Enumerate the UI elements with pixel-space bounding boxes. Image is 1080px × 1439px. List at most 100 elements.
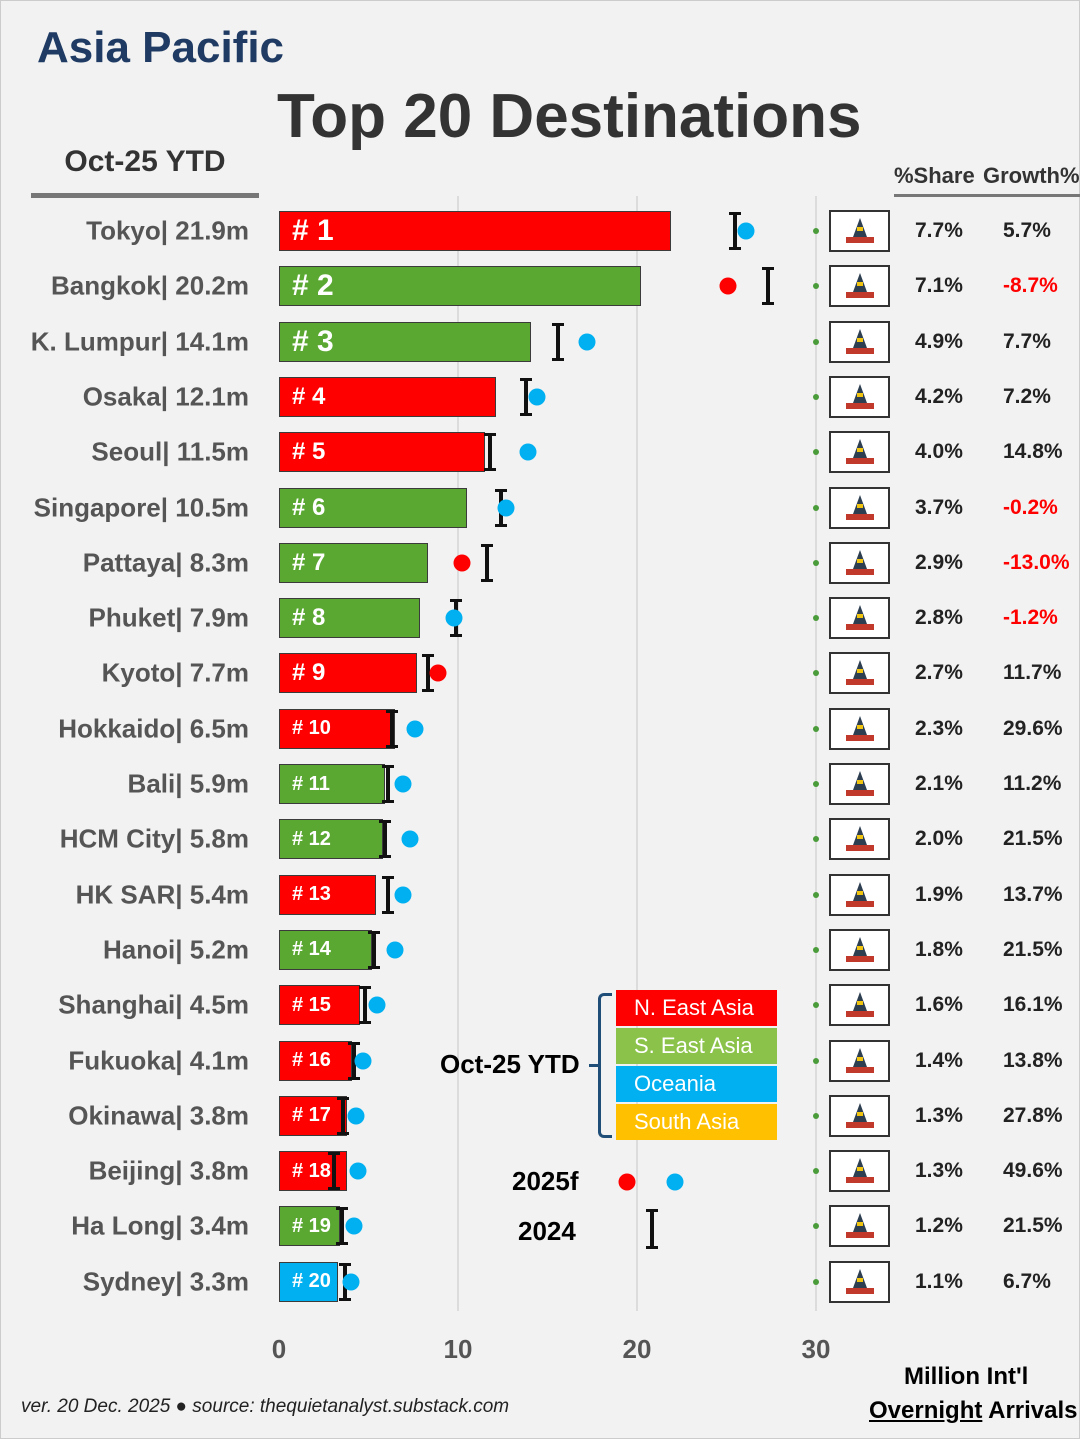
dot-2025f: [406, 720, 424, 738]
marker-2024: [378, 820, 391, 859]
bar: # 18: [279, 1151, 348, 1192]
ha-long-bay-icon: [829, 1205, 890, 1248]
temple-icon: [829, 928, 890, 971]
destination-label: Beijing| 3.8m: [88, 1155, 249, 1186]
bar: # 19: [279, 1206, 340, 1247]
bar: # 1: [279, 211, 671, 251]
legend-brace: [598, 993, 612, 1138]
legend-item-n-east-asia: N. East Asia: [616, 990, 777, 1026]
units-label-line1: Million Int'l: [904, 1363, 1029, 1390]
share-value: 7.1%: [915, 274, 963, 298]
pearl-tower-icon: [829, 984, 890, 1027]
share-value: 1.3%: [915, 1103, 963, 1127]
bar: # 2: [279, 266, 641, 307]
geisha-icon: [829, 652, 890, 695]
destination-label: Hokkaido| 6.5m: [58, 713, 249, 744]
bar: # 13: [279, 874, 376, 915]
marker-2024: [382, 875, 395, 914]
units-underlined: Overnight: [869, 1397, 983, 1424]
row-dot: [813, 781, 819, 787]
shisa-icon: [829, 1094, 890, 1137]
growth-value: 7.2%: [1003, 384, 1051, 408]
osaka-castle-icon: [829, 375, 890, 418]
x-tick-label: 30: [801, 1334, 831, 1364]
big-buddha-icon: [829, 597, 890, 640]
growth-value: 14.8%: [1003, 440, 1063, 464]
share-value: 2.7%: [915, 661, 963, 685]
destination-label: Hanoi| 5.2m: [103, 934, 249, 965]
share-value: 2.3%: [915, 716, 963, 740]
destination-label: Bali| 5.9m: [127, 768, 249, 799]
legend-item-south-asia: South Asia: [616, 1104, 777, 1140]
share-value: 4.9%: [915, 329, 963, 353]
bar: # 16: [279, 1040, 353, 1081]
share-value: 2.8%: [915, 606, 963, 630]
marker-2024: [328, 1152, 341, 1191]
dot-2025f: [528, 388, 546, 406]
dot-2025f: [429, 664, 447, 682]
gridline: [815, 196, 817, 1311]
row-dot: [813, 615, 819, 622]
x-tick-label: 20: [622, 1334, 652, 1364]
destination-label: Pattaya| 8.3m: [82, 547, 249, 578]
dot-2025f: [578, 333, 596, 351]
header-divider: [894, 194, 1080, 197]
marker-2024: [337, 1096, 350, 1135]
bar: # 8: [279, 598, 421, 639]
share-value: 1.2%: [915, 1214, 963, 1238]
legend-brace-tick: [589, 1064, 599, 1067]
growth-value: 29.6%: [1003, 716, 1063, 740]
row-dot: [813, 836, 819, 843]
growth-value: 27.8%: [1003, 1103, 1063, 1127]
x-tick-label: 10: [443, 1334, 473, 1364]
row-dot: [813, 393, 819, 400]
growth-value: -0.2%: [1003, 495, 1058, 519]
gridline: [457, 196, 459, 1311]
units-rest: Arrivals: [982, 1397, 1078, 1424]
share-value: 2.1%: [915, 772, 963, 795]
row-dot: [813, 670, 819, 677]
growth-value: 16.1%: [1003, 993, 1063, 1017]
marker-2024: [421, 654, 434, 693]
tiananmen-icon: [829, 1150, 890, 1193]
bar: # 20: [279, 1261, 339, 1302]
dot-2025f: [354, 1052, 372, 1069]
x-tick-label: 0: [271, 1334, 287, 1364]
chart-title: Top 20 Destinations: [277, 82, 862, 151]
units-label-line2: Overnight Arrivals: [869, 1397, 1078, 1425]
growth-value: 21.5%: [1003, 1214, 1063, 1238]
bar: # 15: [279, 985, 360, 1026]
bar: # 10: [279, 708, 396, 749]
marker-2024: [382, 765, 395, 803]
destination-label: Bangkok| 20.2m: [50, 270, 249, 301]
marker-2024: [335, 1207, 348, 1246]
bar: # 6: [279, 487, 467, 528]
row-dot: [813, 283, 819, 290]
growth-value: 7.7%: [1003, 329, 1051, 353]
dot-2025f: [401, 830, 419, 848]
row-dot: [813, 504, 819, 511]
petronas-towers-icon: [829, 320, 890, 363]
growth-value: -8.7%: [1003, 274, 1058, 298]
marker-2024: [552, 322, 565, 361]
growth-value: -13.0%: [1003, 550, 1070, 574]
flower-emblem-icon: [829, 1039, 890, 1082]
row-dot: [813, 1278, 819, 1285]
gridline: [636, 196, 638, 1311]
muay-thai-icon: [829, 265, 890, 308]
share-value: 4.0%: [915, 440, 963, 464]
bar: # 12: [279, 819, 383, 860]
row-dot: [813, 1002, 819, 1009]
row-dot: [813, 946, 819, 953]
growth-value: 21.5%: [1003, 827, 1063, 851]
bali-gate-icon: [829, 763, 890, 805]
seoul-icon: [829, 431, 890, 474]
city-hall-icon: [829, 818, 890, 861]
region-title: Asia Pacific: [37, 23, 285, 72]
bar: # 5: [279, 432, 485, 473]
share-value: 1.8%: [915, 937, 963, 961]
destination-label: Seoul| 11.5m: [91, 436, 249, 467]
destination-label: HK SAR| 5.4m: [75, 879, 249, 910]
dot-2025f: [519, 443, 537, 461]
row-dot: [813, 449, 819, 456]
